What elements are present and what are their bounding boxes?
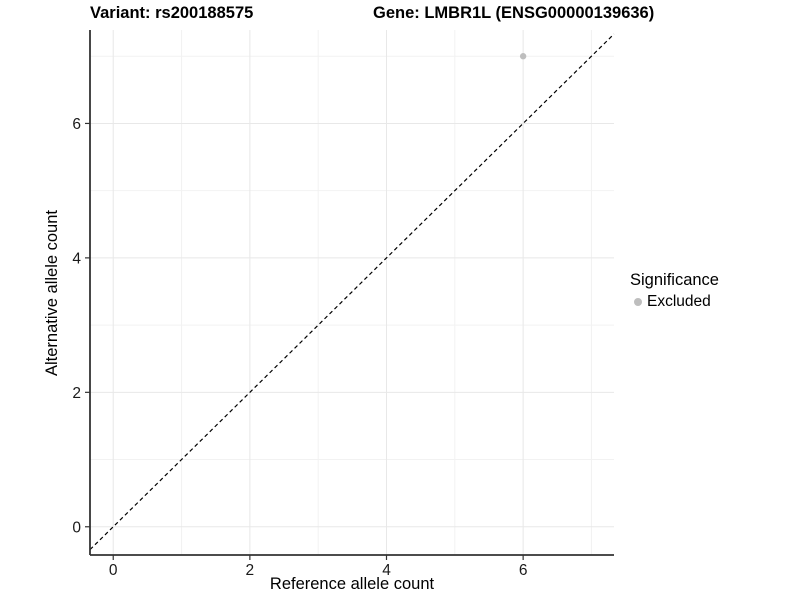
legend-title: Significance — [630, 271, 719, 289]
x-axis-title: Reference allele count — [269, 575, 435, 593]
y-axis-title: Alternative allele count — [43, 210, 61, 377]
legend: Significance Excluded — [630, 271, 719, 311]
legend-item-excluded: Excluded — [630, 293, 719, 311]
identity-reference-line — [89, 33, 615, 551]
x-tick-label: 0 — [109, 562, 118, 579]
y-tick-label: 4 — [72, 250, 81, 267]
variant-title: Variant: rs200188575 — [90, 4, 254, 22]
y-tick-label: 0 — [72, 519, 81, 536]
excluded-point-icon — [634, 298, 642, 306]
x-tick-label: 2 — [246, 562, 255, 579]
x-tick-label: 6 — [519, 562, 528, 579]
x-tick-label: 4 — [382, 562, 391, 579]
gene-title: Gene: LMBR1L (ENSG00000139636) — [373, 4, 655, 22]
y-tick-label: 2 — [72, 385, 81, 402]
data-point — [519, 53, 527, 60]
y-tick-label: 6 — [72, 116, 81, 133]
legend-item-label: Excluded — [647, 293, 711, 310]
